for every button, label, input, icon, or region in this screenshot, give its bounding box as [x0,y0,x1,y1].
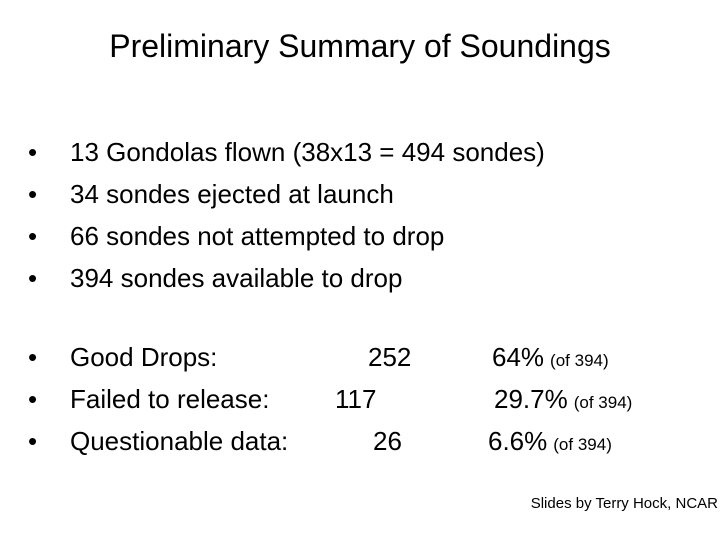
result-percent: 6.6% [488,426,548,456]
summary-list: • 13 Gondolas flown (38x13 = 494 sondes) … [28,131,545,299]
bullet-icon: • [28,263,38,293]
slide-title: Preliminary Summary of Soundings [109,28,611,64]
results-list: • Good Drops: 252 64% (of 394) • Failed t… [28,336,708,462]
result-of-total: (of 394) [550,351,609,370]
list-item: • 394 sondes available to drop [28,257,545,299]
summary-item-text: 394 sondes available to drop [70,263,403,293]
bullet-icon: • [28,179,38,209]
bullet-icon: • [28,221,38,251]
bullet-icon: • [28,342,38,372]
list-item: • 34 sondes ejected at launch [28,173,545,215]
result-row-questionable-data: • Questionable data: 26 6.6% (of 394) [28,420,708,462]
result-percent-group: 29.7% (of 394) [494,378,632,424]
bullet-icon: • [28,384,38,414]
result-label: Questionable data: [70,426,289,456]
bullet-icon: • [28,137,38,167]
summary-item-text: 66 sondes not attempted to drop [70,221,445,251]
list-item: • 13 Gondolas flown (38x13 = 494 sondes) [28,131,545,173]
result-row-good-drops: • Good Drops: 252 64% (of 394) [28,336,708,378]
result-percent-group: 64% (of 394) [492,336,609,382]
result-of-total: (of 394) [573,393,633,412]
result-label: Failed to release: [70,384,270,414]
bullet-icon: • [28,426,38,456]
summary-item-text: 13 Gondolas flown (38x13 = 494 sondes) [70,137,545,167]
list-item: • 66 sondes not attempted to drop [28,215,545,257]
result-of-total: (of 394) [553,435,612,454]
result-label: Good Drops: [70,342,218,372]
summary-item-text: 34 sondes ejected at launch [70,179,394,209]
result-count: 117 [335,384,377,414]
result-count: 26 [373,426,402,456]
result-percent: 64% [492,342,545,372]
result-row-failed-release: • Failed to release: 117 29.7% (of 394) [28,378,708,420]
slide-credit: Slides by Terry Hock, NCAR [530,495,718,512]
result-count: 252 [368,342,412,372]
result-percent-group: 6.6% (of 394) [488,420,612,466]
result-percent: 29.7% [494,384,568,414]
